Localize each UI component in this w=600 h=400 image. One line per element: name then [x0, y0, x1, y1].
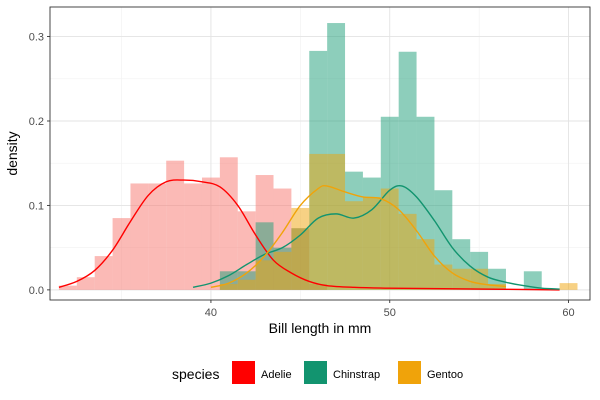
bar-gentoo [452, 268, 471, 290]
x-tick-label: 60 [562, 307, 574, 319]
bar-gentoo [345, 201, 363, 290]
bar-gentoo [434, 264, 453, 290]
legend-label-adelie: Adelie [261, 369, 292, 381]
bar-adelie [112, 218, 131, 290]
legend-key-chinstrap [304, 361, 327, 384]
bar-gentoo [255, 260, 274, 290]
bar-adelie [148, 183, 167, 290]
legend-key-adelie [232, 361, 255, 384]
density-line-adelie [58, 179, 560, 291]
legend: species Adelie Chinstrap Gentoo [172, 361, 463, 384]
bar-adelie [166, 160, 185, 290]
legend-title: species [172, 366, 219, 382]
bar-gentoo [327, 153, 346, 290]
bar-chinstrap [523, 271, 542, 290]
bar-adelie [184, 183, 202, 290]
bar-adelie [130, 183, 149, 290]
bar-gentoo [291, 207, 310, 290]
density-line-chinstrap [192, 184, 560, 290]
bar-gentoo [309, 153, 328, 290]
y-tick-label: 0.1 [29, 200, 44, 212]
y-axis-ticks: 0.0 0.1 0.2 0.3 [29, 32, 50, 297]
bar-gentoo [416, 239, 435, 290]
bar-gentoo [559, 283, 578, 290]
bar-adelie [76, 277, 95, 290]
bar-gentoo [380, 188, 399, 290]
legend-label-chinstrap: Chinstrap [333, 369, 380, 381]
bars-gentoo [219, 153, 578, 290]
bar-adelie [201, 177, 220, 290]
x-tick-label: 40 [205, 307, 217, 319]
bar-adelie [94, 256, 113, 290]
y-tick-label: 0.0 [29, 285, 44, 297]
y-tick-label: 0.3 [29, 32, 44, 44]
bar-gentoo [398, 213, 417, 290]
legend-key-gentoo [398, 361, 421, 384]
bar-gentoo [488, 283, 506, 290]
x-tick-label: 50 [384, 307, 396, 319]
bar-gentoo [362, 196, 381, 290]
x-axis-ticks: 40 50 60 [205, 300, 575, 319]
x-axis-title: Bill length in mm [269, 320, 372, 336]
legend-label-gentoo: Gentoo [427, 369, 463, 381]
bar-gentoo [219, 283, 238, 290]
y-tick-label: 0.2 [29, 116, 44, 128]
panel-border [49, 6, 591, 301]
y-axis-title: density [4, 131, 20, 175]
bar-adelie [58, 285, 77, 290]
bar-gentoo [273, 251, 292, 290]
density-curves [58, 179, 560, 291]
bar-adelie [219, 157, 238, 290]
density-line-gentoo [210, 185, 507, 289]
histogram-bars [58, 23, 578, 290]
bar-gentoo [237, 279, 256, 290]
